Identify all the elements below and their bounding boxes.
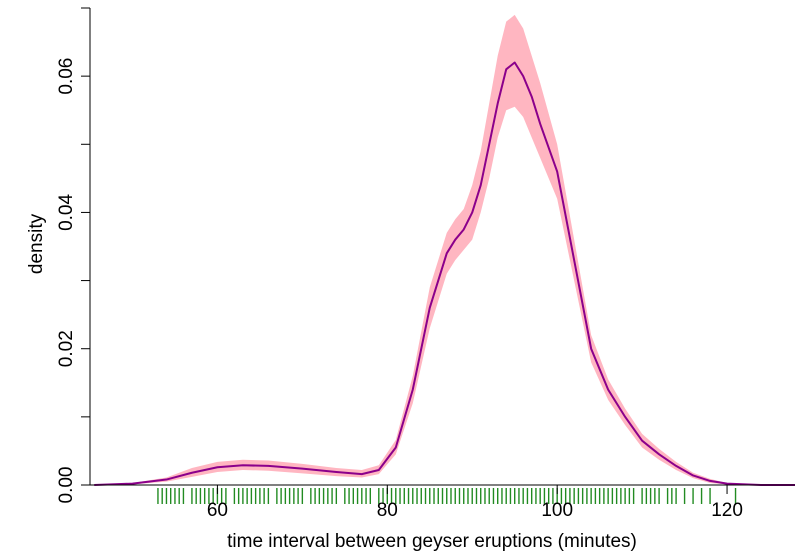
x-axis-label: time interval between geyser eruptions (… [227, 531, 637, 552]
axes-layer: 60 80 100 120 0.00 0.02 0.04 0.06 [56, 7, 795, 521]
x-tick-label: 80 [377, 500, 398, 521]
y-tick-label: 0.00 [56, 467, 77, 504]
x-tick-label: 60 [207, 500, 228, 521]
confidence-band [94, 14, 795, 486]
rug-layer [157, 488, 737, 504]
y-axis-label: density [26, 213, 47, 274]
x-tick-label: 100 [541, 500, 573, 521]
confidence-band-layer [94, 14, 795, 486]
y-tick-label: 0.02 [56, 330, 77, 367]
density-line [94, 61, 795, 486]
x-tick-label: 120 [711, 500, 743, 521]
density-line-layer [94, 61, 795, 486]
y-tick-label: 0.06 [56, 58, 77, 95]
y-tick-label: 0.04 [56, 194, 77, 231]
